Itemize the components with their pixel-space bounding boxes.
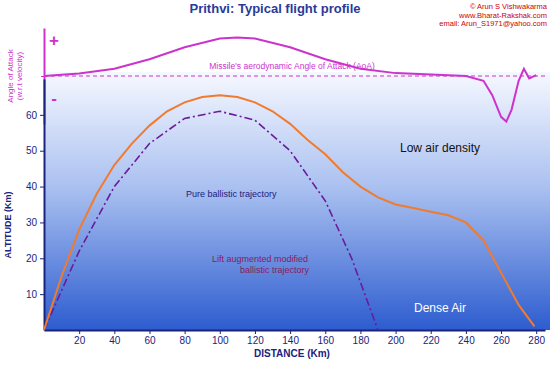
tick-label: 140 [282,335,299,346]
tick-label: 20 [74,335,86,346]
yticks-axis: 10 20 30 40 50 60 [26,80,45,331]
tick-mark [79,330,80,334]
tick-mark [466,330,467,334]
tick-mark [501,330,502,334]
tick-label: 40 [109,335,121,346]
tick: 260 [493,330,510,346]
tick-mark [149,330,150,334]
plot-background [44,72,550,330]
series-line [44,111,378,330]
tick-mark [40,187,44,188]
tick: 20 [74,330,86,346]
tick: 40 [109,330,121,346]
tick-label: 280 [528,335,545,346]
series-label: Lift augmented modifiedballistic traject… [212,254,310,275]
tick: 280 [528,330,545,346]
plot-area [44,95,534,330]
title: Prithvi: Typical flight profile [190,1,361,16]
credit: email: Arun_S1971@yahoo.com [439,19,547,28]
tick-mark [40,294,44,295]
tick-label: 180 [353,335,370,346]
annotation: + [49,31,59,50]
tick-mark [220,330,221,334]
series-line [44,38,536,122]
tick: 160 [317,330,334,346]
tick-label: 200 [388,335,405,346]
tick: 180 [353,330,370,346]
tick-label: 220 [423,335,440,346]
tick-label: 80 [180,335,192,346]
annotation: - [51,89,57,108]
tick-mark [40,258,44,259]
series-line [44,95,534,330]
tick: 60 [144,330,156,346]
annotation: Dense Air [414,301,466,315]
tick-label: 40 [26,181,38,192]
tick-mark [255,330,256,334]
tick-mark [40,222,44,223]
axis-line [44,80,46,331]
tick-label: 240 [458,335,475,346]
tick-label: 160 [317,335,334,346]
tick: 200 [388,330,405,346]
xticks-axis: 20 40 60 80 100 120 140 160 180 200 220 240 260 280 [45,330,546,346]
tick: 10 [26,289,44,300]
tick-mark [325,330,326,334]
chart: Angle of Attack(w.r.t velocity) + - Missile… [0,0,550,366]
tick: 220 [423,330,440,346]
tick-mark [41,76,44,77]
tick-label: 60 [144,335,156,346]
tick: 60 [26,110,44,121]
tick-mark [431,330,432,334]
tick-mark [396,330,397,334]
annotation: Low air density [400,141,480,155]
tick: 120 [247,330,264,346]
tick [41,76,44,77]
tick-label: 10 [26,289,38,300]
axis-line [45,330,546,332]
tick-mark [290,330,291,334]
tick-label: 50 [26,145,38,156]
tick: 100 [212,330,229,346]
tick: 40 [26,181,44,192]
chart-container: Angle of Attack(w.r.t velocity) + - Missile… [0,0,550,366]
tick: 80 [180,330,192,346]
series-label: Missile's aerodynamic Angle of Attack (A… [209,61,375,71]
tick-mark [536,330,537,334]
tick-mark [40,151,44,152]
tick-mark [114,330,115,334]
tick-label: 30 [26,217,38,228]
series-label: Pure ballistic trajectory [186,189,277,199]
axis-title: Angle of Attack(w.r.t velocity) [6,48,24,102]
tick-label: 60 [26,110,38,121]
plot-area [44,38,536,122]
axis-title: DISTANCE (Km) [254,348,330,359]
axis-title: ALTITUDE (Km) [3,192,13,259]
tick-label: 120 [247,335,264,346]
tick: 140 [282,330,299,346]
tick: 30 [26,217,44,228]
tick: 20 [26,253,44,264]
tick-mark [185,330,186,334]
tick-mark [360,330,361,334]
tick-label: 20 [26,253,38,264]
tick-label: 100 [212,335,229,346]
tick: 240 [458,330,475,346]
tick: 50 [26,145,44,156]
tick-label: 260 [493,335,510,346]
tick-mark [40,115,44,116]
